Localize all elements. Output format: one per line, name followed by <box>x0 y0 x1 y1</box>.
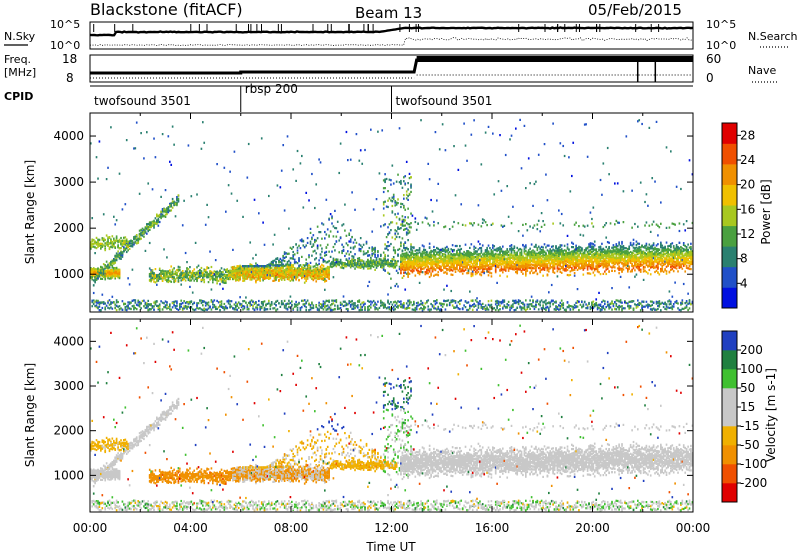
cpid-segment-2: twofsound 3501 <box>396 94 493 108</box>
noise-traces <box>89 24 694 47</box>
velocity-colorbar-swatch-8 <box>722 331 737 351</box>
velocity-colorbar-tick-3: 15 <box>740 400 755 414</box>
noise-right-tick-bottom: 10^0 <box>706 39 736 52</box>
power-colorbar-swatch-2 <box>722 246 737 268</box>
power-colorbar-tick-6: 28 <box>740 128 755 142</box>
noise-right-tick-top: 10^5 <box>706 18 736 31</box>
velocity-ytick-2: 3000 <box>53 379 84 393</box>
velocity-colorbar-tick-0: 200 <box>740 343 763 357</box>
noise-panel: N.Sky 10^5 10^0 10^5 10^0 N.Search <box>4 18 798 52</box>
velocity-colorbar-swatch-4 <box>722 407 737 427</box>
power-colorbar-swatch-8 <box>722 123 737 144</box>
power-colorbar-swatch-6 <box>722 164 737 185</box>
velocity-colorbar-tick-1: 100 <box>740 362 763 376</box>
velocity-colorbar-tick-5: -50 <box>740 438 760 452</box>
freq-label-1: Freq. <box>4 53 31 66</box>
x-axis-label: Time UT <box>365 540 416 554</box>
cpid-segment-0: twofsound 3501 <box>94 94 191 108</box>
velocity-colorbar-tick-2: 50 <box>740 381 755 395</box>
power-colorbar-swatch-0 <box>722 287 737 309</box>
noise-search-label: N.Search <box>748 30 798 43</box>
cpid-strip: CPID twofsound 3501 rbsp 200 twofsound 350… <box>4 82 693 112</box>
power-ytick-0: 1000 <box>53 267 84 281</box>
x-tick-3: 12:00 <box>374 521 409 535</box>
power-colorbar-swatch-1 <box>722 266 737 288</box>
freq-right-tick-top: 60 <box>706 52 721 66</box>
x-tick-1: 04:00 <box>173 521 208 535</box>
velocity-colorbar-tick-4: -15 <box>740 419 760 433</box>
power-colorbar: 4 8 12 16 20 24 28 <box>721 122 755 309</box>
cpid-label: CPID <box>4 90 33 103</box>
power-colorbar-tick-2: 12 <box>740 227 755 241</box>
power-colorbar-tick-5: 24 <box>740 153 755 167</box>
x-tick-6: 00:00 <box>676 521 711 535</box>
power-colorbar-tick-0: 4 <box>740 276 748 290</box>
power-colorbar-label: Power [dB] <box>759 179 773 244</box>
x-tick-5: 20:00 <box>575 521 610 535</box>
power-colorbar-tick-4: 20 <box>740 178 755 192</box>
nave-label: Nave <box>748 64 776 77</box>
noise-left-tick-bottom: 10^0 <box>50 39 80 52</box>
power-colorbar-swatch-5 <box>722 184 737 206</box>
power-colorbar-tick-3: 16 <box>740 202 755 216</box>
velocity-colorbar-tick-6: -100 <box>740 457 767 471</box>
freq-left-tick-bottom: 8 <box>66 71 74 85</box>
power-colorbar-swatch-4 <box>722 205 737 227</box>
velocity-colorbar-tick-7: -200 <box>740 476 767 490</box>
velocity-colorbar-swatch-0 <box>722 483 737 503</box>
velocity-panel: 1000 2000 3000 4000 Slant Range [km] 200 100… <box>23 318 778 554</box>
velocity-ytick-0: 1000 <box>53 468 84 482</box>
velocity-colorbar-swatch-7 <box>722 350 737 370</box>
velocity-colorbar-swatch-1 <box>722 464 737 484</box>
power-ytick-2: 3000 <box>53 175 84 189</box>
noise-left-tick-top: 10^5 <box>50 18 80 31</box>
freq-label-2: [MHz] <box>4 66 36 79</box>
velocity-colorbar-swatch-2 <box>722 445 737 465</box>
power-ytick-1: 2000 <box>53 221 84 235</box>
power-data <box>90 118 694 312</box>
power-colorbar-swatch-7 <box>722 143 737 165</box>
power-ylabel: Slant Range [km] <box>23 160 37 264</box>
velocity-ytick-3: 4000 <box>53 334 84 348</box>
power-panel: 1000 2000 3000 4000 Slant Range [km] 4 8 12 16… <box>23 112 773 313</box>
x-tick-0: 00:00 <box>73 521 108 535</box>
power-colorbar-tick-1: 8 <box>740 252 748 266</box>
date-label: 05/Feb/2015 <box>588 1 682 19</box>
frequency-panel: Freq. [MHz] 18 8 60 0 Nave <box>4 52 778 85</box>
cpid-segment-1: rbsp 200 <box>245 82 298 96</box>
freq-right-tick-bottom: 0 <box>706 71 714 85</box>
beam-label: Beam 13 <box>355 4 422 22</box>
freq-left-tick-top: 18 <box>62 52 77 66</box>
velocity-colorbar-swatch-3 <box>722 426 737 446</box>
noise-sky-label: N.Sky <box>4 30 36 43</box>
velocity-colorbar: 200 100 50 15 -15 -50 -100 -200 <box>721 330 767 503</box>
power-ytick-3: 4000 <box>53 129 84 143</box>
velocity-data <box>90 324 694 512</box>
velocity-ytick-1: 2000 <box>53 424 84 438</box>
station-title: Blackstone (fitACF) <box>90 0 243 19</box>
velocity-colorbar-label: Velocity [m s-1] <box>764 368 778 462</box>
x-tick-2: 08:00 <box>274 521 309 535</box>
x-tick-4: 16:00 <box>475 521 510 535</box>
freq-traces <box>90 56 693 82</box>
velocity-colorbar-swatch-5 <box>722 388 737 408</box>
velocity-colorbar-swatch-6 <box>722 369 737 389</box>
power-colorbar-swatch-3 <box>722 225 737 247</box>
velocity-ylabel: Slant Range [km] <box>23 363 37 467</box>
